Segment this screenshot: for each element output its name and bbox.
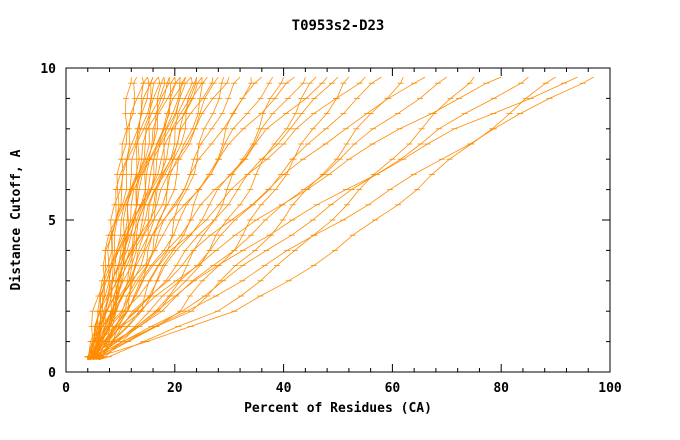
axes-layer: 0 20 40 60 80 100 0 5 10 <box>40 62 622 396</box>
x-axis-label: Percent of Residues (CA) <box>244 401 432 416</box>
x-tick-label: 100 <box>598 381 622 396</box>
model-curve <box>87 76 448 360</box>
x-tick-label: 0 <box>62 381 70 396</box>
model-curve <box>98 76 475 361</box>
y-tick-label: 5 <box>48 214 56 229</box>
model-curves-layer <box>84 76 594 361</box>
chart-title: T0953s2-D23 <box>292 18 385 34</box>
y-axis-label: Distance Cutoff, A <box>9 149 24 290</box>
y-tick-label: 0 <box>48 366 56 381</box>
x-tick-label: 80 <box>493 381 509 396</box>
model-curve <box>93 76 529 361</box>
x-tick-label: 60 <box>385 381 401 396</box>
x-tick-label: 20 <box>167 381 183 396</box>
model-curve <box>87 76 594 361</box>
model-curve <box>87 76 339 361</box>
x-tick-label: 40 <box>276 381 292 396</box>
y-tick-label: 10 <box>40 62 56 77</box>
